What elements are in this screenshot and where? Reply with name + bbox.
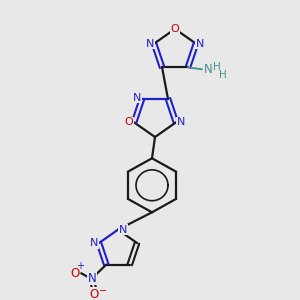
Text: H: H (213, 62, 221, 72)
Text: H: H (219, 70, 227, 80)
Text: N: N (146, 39, 154, 49)
Text: N: N (177, 117, 185, 128)
Text: N: N (119, 225, 127, 235)
Text: +: + (76, 261, 84, 271)
Text: N: N (90, 238, 98, 248)
Text: N: N (133, 93, 141, 103)
Text: −: − (99, 286, 107, 296)
Text: O: O (125, 117, 134, 128)
Text: O: O (70, 267, 80, 280)
Text: O: O (90, 288, 99, 300)
Text: N: N (88, 272, 97, 285)
Text: N: N (204, 63, 212, 76)
Text: O: O (171, 24, 179, 34)
Text: N: N (196, 39, 204, 49)
